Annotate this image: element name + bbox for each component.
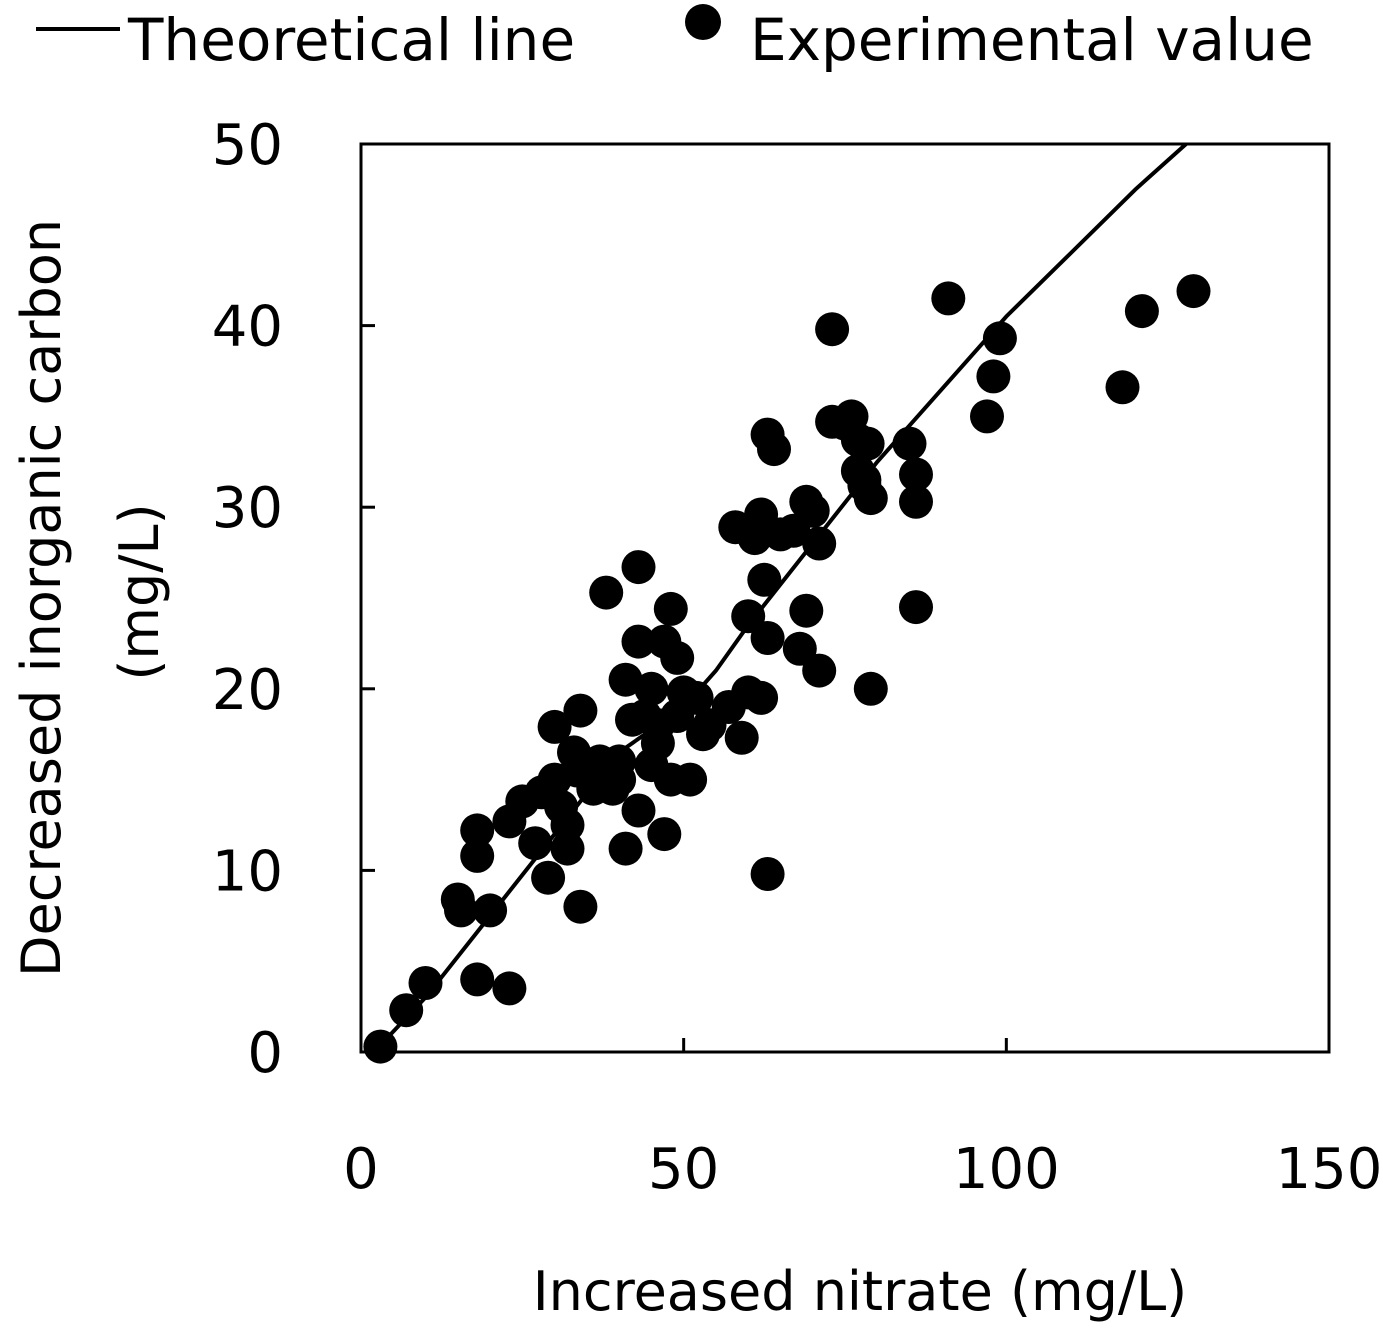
experimental-point [518,826,553,861]
experimental-point [931,281,966,316]
x-axis-title: Increased nitrate (mg/L) [533,1260,1188,1323]
plot-area-frame [359,142,1331,1054]
y-axis-title-line2: (mg/L) [108,503,171,680]
experimental-point [537,709,572,744]
experimental-point [802,526,837,561]
experimental-point [531,860,566,895]
experimental-point [1176,274,1211,309]
experimental-point [563,693,598,728]
experimental-point [892,426,927,461]
y-tick-label: 50 [212,113,283,178]
experimental-point [660,640,695,675]
experimental-point [1105,370,1140,405]
experimental-point [795,493,830,528]
x-tick-label: 50 [648,1137,719,1202]
experimental-point [460,962,495,997]
y-tick-label: 10 [212,839,283,904]
experimental-point [899,484,933,519]
experimental-point [782,631,817,666]
experimental-point [363,1029,398,1064]
experimental-point [853,481,888,516]
experimental-point [744,680,779,715]
experimental-point [970,399,1004,434]
experimental-point [621,624,656,659]
y-axis-ticks: 0 10 20 30 40 50 [212,113,375,1086]
x-tick-label: 0 [343,1137,379,1202]
experimental-point [899,590,933,625]
experimental-point [750,857,785,891]
experimental-point [602,762,637,797]
experimental-point [982,321,1017,356]
x-axis-ticks: 0 50 100 150 [343,1038,1382,1202]
experimental-point [473,893,508,928]
x-tick-label: 150 [1276,1137,1383,1202]
y-tick-label: 0 [247,1021,283,1086]
y-axis-title-line1: Decreased inorganic carbon [10,219,73,977]
experimental-point [589,575,624,610]
experimental-point [550,831,585,866]
legend-label-theoretical: Theoretical line [127,6,575,74]
experimental-point [621,550,656,585]
experimental-point [731,599,766,634]
experimental-point [724,720,759,755]
experimental-point [608,831,643,866]
experimental-point [408,966,443,1000]
experimental-point [653,591,688,626]
experimental-point [460,813,495,848]
y-tick-label: 20 [212,658,283,723]
experimental-point [850,426,885,461]
experimental-point [815,312,850,347]
experimental-point [634,671,669,706]
experimental-point [747,562,782,597]
experimental-point [389,993,424,1028]
experimental-point [550,808,585,842]
legend: Theoretical line Experimental value [36,4,1314,74]
experimental-point [899,457,933,492]
legend-label-experimental: Experimental value [750,6,1314,74]
experimental-point [679,680,714,715]
experimental-point [757,432,791,467]
experimental-points-series [363,274,1211,1064]
experimental-point [492,971,527,1006]
experimental-point [976,359,1011,394]
experimental-point [460,838,495,873]
legend-dot-marker [685,4,721,40]
y-tick-label: 30 [212,476,283,541]
experimental-point [853,671,888,706]
x-tick-label: 100 [953,1137,1060,1202]
experimental-point [444,893,478,928]
y-tick-label: 40 [212,295,283,360]
experimental-point [563,889,598,924]
experimental-point [621,793,656,828]
experimental-point [608,662,643,697]
experimental-point [750,621,785,655]
experimental-point [802,653,837,688]
experimental-point [1124,294,1159,329]
experimental-point [647,817,682,852]
experimental-point [673,762,708,797]
experimental-point [789,593,824,628]
